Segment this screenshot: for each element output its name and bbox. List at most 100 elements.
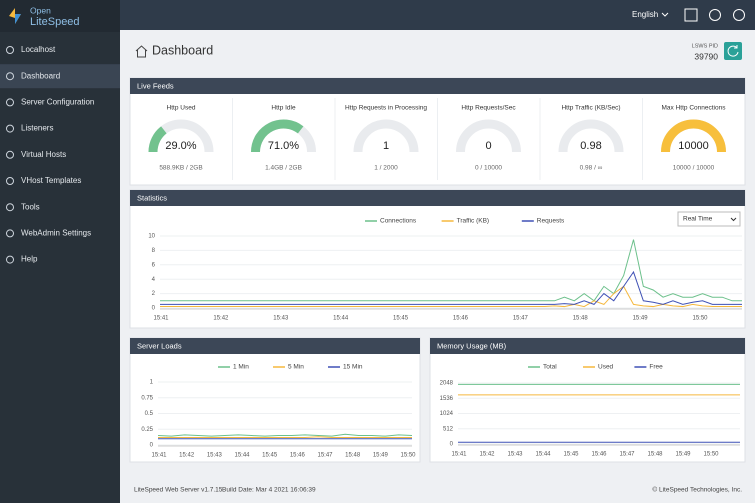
home-icon bbox=[135, 45, 148, 58]
x-tick-label: 15:50 bbox=[703, 452, 719, 458]
version: LiteSpeed Web Server v1.7.15 bbox=[134, 487, 223, 494]
gauge-label: Http Used bbox=[167, 105, 196, 112]
caret bbox=[661, 12, 669, 17]
x-tick-label: 15:48 bbox=[647, 452, 663, 458]
x-tick-label: 15:45 bbox=[563, 452, 579, 458]
legend-label: Traffic (KB) bbox=[457, 218, 490, 225]
x-tick-label: 15:48 bbox=[345, 453, 361, 459]
x-tick-label: 15:44 bbox=[535, 452, 551, 458]
gauge-fill bbox=[661, 119, 726, 153]
restart-button[interactable] bbox=[724, 42, 742, 60]
y-tick-label: 4 bbox=[152, 277, 156, 283]
y-tick-label: 0 bbox=[450, 442, 454, 448]
menu-item[interactable]: Tools bbox=[21, 202, 40, 211]
legend-label: Requests bbox=[537, 218, 565, 225]
gauge-detail: 1.4GB / 2GB bbox=[265, 165, 302, 172]
legend-label: 5 Min bbox=[288, 364, 304, 371]
panel bbox=[129, 189, 746, 329]
fullscreen-icon[interactable] bbox=[684, 8, 698, 22]
x-tick-label: 15:48 bbox=[573, 316, 589, 322]
legend-label: Total bbox=[543, 364, 557, 371]
topbar bbox=[120, 0, 755, 30]
gauge-detail: 588.9KB / 2GB bbox=[159, 165, 202, 172]
menu-icon bbox=[6, 203, 14, 212]
gauge-value: 1 bbox=[383, 140, 389, 152]
y-tick-label: 0 bbox=[152, 306, 156, 312]
menu-item[interactable]: Virtual Hosts bbox=[21, 150, 66, 159]
y-tick-label: 1536 bbox=[440, 396, 454, 402]
menu-item[interactable]: Localhost bbox=[21, 45, 56, 54]
menu-item[interactable]: VHost Templates bbox=[21, 176, 81, 185]
x-tick-label: 15:47 bbox=[619, 452, 635, 458]
gauge-label: Http Requests/Sec bbox=[461, 105, 516, 112]
y-tick-label: 8 bbox=[152, 248, 156, 254]
y-tick-label: 6 bbox=[152, 262, 156, 268]
x-tick-label: 15:47 bbox=[317, 453, 333, 459]
info-icon[interactable] bbox=[709, 9, 721, 21]
x-tick-label: 15:42 bbox=[179, 453, 195, 459]
menu-item[interactable]: Server Configuration bbox=[21, 98, 94, 107]
menu-icon bbox=[6, 150, 14, 159]
x-tick-label: 15:43 bbox=[207, 453, 223, 459]
page-title: Dashboard bbox=[152, 43, 213, 57]
x-tick-label: 15:49 bbox=[633, 316, 649, 322]
x-tick-label: 15:41 bbox=[153, 316, 169, 322]
panel-header bbox=[130, 78, 745, 94]
active-item bbox=[0, 64, 120, 89]
gauge-value: 71.0% bbox=[268, 140, 299, 152]
language[interactable]: English bbox=[632, 10, 658, 19]
build-date: Build Date: Mar 4 2021 16:06:39 bbox=[222, 487, 316, 494]
x-tick-label: 15:42 bbox=[213, 316, 229, 322]
x-tick-label: 15:50 bbox=[400, 453, 416, 459]
series-line bbox=[158, 436, 412, 438]
power-icon[interactable] bbox=[733, 9, 745, 21]
gauge-label: Http Traffic (KB/Sec) bbox=[561, 105, 620, 112]
range-select[interactable] bbox=[677, 211, 741, 227]
x-tick-label: 15:41 bbox=[451, 452, 467, 458]
menu-icon bbox=[6, 255, 14, 264]
refresh-icon bbox=[727, 45, 739, 57]
x-tick-label: 15:45 bbox=[262, 453, 278, 459]
x-tick-label: 15:50 bbox=[692, 316, 708, 322]
series-line bbox=[160, 239, 742, 302]
x-tick-label: 15:41 bbox=[151, 453, 167, 459]
gauge-label: Max Http Connections bbox=[662, 105, 727, 112]
menu-item[interactable]: Dashboard bbox=[21, 71, 60, 80]
legend-label: Used bbox=[598, 364, 614, 371]
menu-icon bbox=[6, 72, 14, 81]
y-tick-label: 2 bbox=[152, 291, 156, 297]
y-tick-label: 0 bbox=[150, 443, 154, 449]
panel-title: Live Feeds bbox=[137, 81, 174, 90]
legend-label: 1 Min bbox=[233, 364, 249, 371]
x-tick-label: 15:42 bbox=[479, 452, 495, 458]
x-tick-label: 15:44 bbox=[333, 316, 349, 322]
panel-header bbox=[130, 190, 745, 206]
panel bbox=[429, 337, 746, 463]
menu-item[interactable]: WebAdmin Settings bbox=[21, 229, 91, 238]
menu-item[interactable]: Help bbox=[21, 255, 38, 264]
x-tick-label: 15:47 bbox=[513, 316, 529, 322]
y-tick-label: 2048 bbox=[440, 381, 454, 387]
menu-item[interactable]: Listeners bbox=[21, 124, 53, 133]
range-value: Real Time bbox=[683, 216, 713, 223]
legend-label: 15 Min bbox=[343, 364, 363, 371]
panel-header bbox=[130, 338, 420, 354]
x-tick-label: 15:43 bbox=[273, 316, 289, 322]
y-tick-label: 10 bbox=[148, 234, 155, 240]
brand: Open bbox=[30, 5, 51, 15]
menu-icon bbox=[6, 46, 14, 54]
panel-title: Statistics bbox=[137, 193, 167, 202]
panel bbox=[129, 337, 421, 463]
menu-icon bbox=[6, 124, 14, 133]
logo-area bbox=[0, 0, 120, 32]
panel-title: Server Loads bbox=[137, 341, 182, 350]
x-tick-label: 15:46 bbox=[591, 452, 607, 458]
caret bbox=[730, 217, 737, 222]
gauge-track bbox=[456, 119, 521, 153]
y-tick-label: 0.25 bbox=[141, 427, 153, 433]
x-tick-label: 15:43 bbox=[507, 452, 523, 458]
gauge-value: 0.98 bbox=[580, 140, 601, 152]
gauge-label: Http Requests in Processing bbox=[345, 105, 427, 112]
